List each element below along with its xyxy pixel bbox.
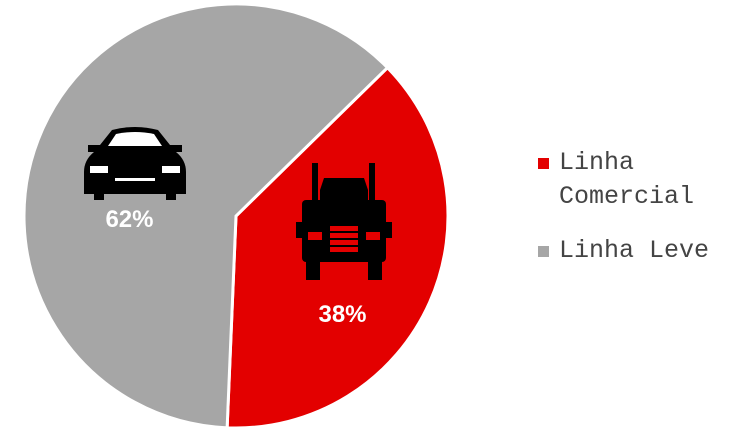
legend-item: Linha Leve	[538, 234, 738, 268]
truck-icon	[296, 163, 392, 280]
legend-label: Linha Comercial	[559, 148, 695, 211]
legend-label: Linha Leve	[559, 236, 710, 265]
legend: Linha Comercial Linha Leve	[538, 146, 738, 288]
car-icon	[84, 127, 186, 200]
legend-swatch	[538, 246, 549, 257]
pie-slice	[22, 2, 390, 430]
legend-item: Linha Comercial	[538, 146, 738, 214]
value-label: 38%	[318, 301, 366, 328]
legend-swatch	[538, 158, 549, 169]
value-label: 62%	[105, 206, 153, 233]
